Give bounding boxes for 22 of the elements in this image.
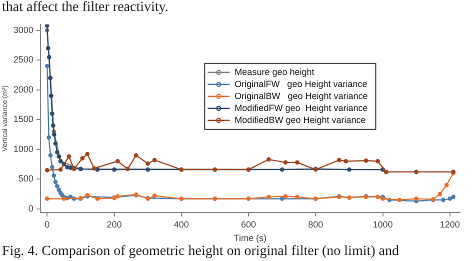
- x-tick-label: 1000: [372, 219, 393, 230]
- y-tick-label: 3000: [13, 24, 34, 35]
- y-tick-label: 2500: [13, 54, 34, 65]
- y-tick-label: 1000: [13, 144, 34, 154]
- x-tick-label: 0: [44, 219, 50, 230]
- y-tick-label: 500: [18, 174, 34, 184]
- y-tick-label: 1500: [13, 114, 34, 124]
- caption: Fig. 4. Comparison of geometric height on original filter (no limit) and: [2, 244, 399, 260]
- legend-label: OriginalBW geo Height variance: [234, 90, 368, 101]
- legend-label: Measure geo height: [234, 66, 315, 77]
- x-tick-label: 600: [241, 219, 256, 230]
- legend-label: ModifiedBW geo Height variance: [234, 114, 366, 125]
- legend-label: OriginalFW geo Height variance: [234, 78, 368, 89]
- x-tick-label: 800: [308, 219, 324, 230]
- y-tick-label: 2000: [13, 84, 34, 94]
- legend-label: ModifiedFW geo Height variance: [234, 102, 368, 113]
- x-tick-label: 1200: [440, 219, 460, 230]
- text: that affect the filter reactivity.: [2, 0, 168, 16]
- x-tick-label: 200: [106, 219, 122, 230]
- x-axis-title: Time (s): [234, 233, 267, 244]
- x-tick-label: 400: [174, 219, 189, 230]
- y-tick-label: 0: [28, 203, 34, 214]
